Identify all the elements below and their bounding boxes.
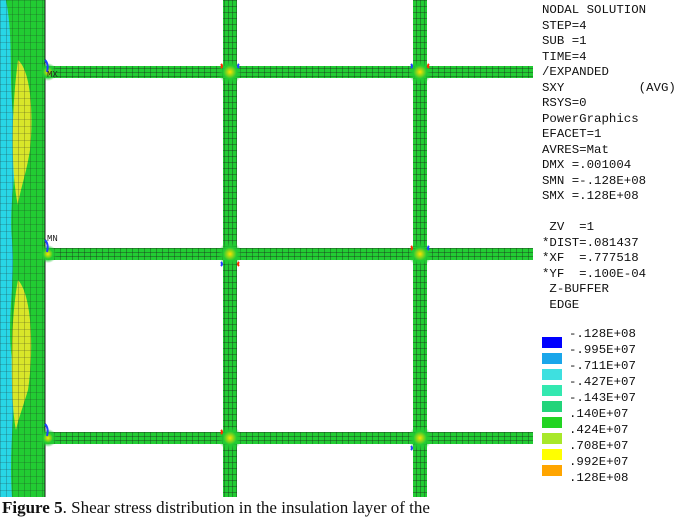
legend-value: -.128E+08 [569, 327, 636, 341]
info-line: SXY (AVG) [542, 80, 676, 95]
info-line: TIME=4 [542, 49, 587, 64]
legend-entry: .992E+07 [542, 449, 678, 469]
legend-entry: -.711E+07 [542, 353, 678, 373]
info-line: EFACET=1 [542, 127, 602, 141]
view-line: *YF =.100E-04 [542, 266, 647, 281]
legend-swatch [542, 433, 562, 444]
info-line: SUB =1 [542, 34, 587, 48]
legend-value: .424E+07 [569, 423, 629, 437]
info-line: NODAL SOLUTION [542, 3, 647, 17]
legend-swatch [542, 401, 562, 412]
info-line: DMX =.001004 [542, 158, 632, 172]
legend-swatch [542, 417, 562, 428]
legend-entry: .708E+07 [542, 433, 678, 453]
horizontal-bars [45, 66, 533, 444]
view-line: EDGE [542, 297, 580, 312]
legend-entry: .140E+07 [542, 401, 678, 421]
info-line: SMX =.128E+08 [542, 189, 639, 203]
left-insulation-strip [0, 0, 46, 497]
legend-value: -.427E+07 [569, 375, 636, 389]
legend-value: -.143E+07 [569, 391, 636, 405]
view-line: *DIST=.081437 [542, 235, 639, 250]
legend-swatch [542, 465, 562, 476]
legend-value: .708E+07 [569, 439, 629, 453]
legend-value: -.711E+07 [569, 359, 636, 373]
mx-label: MX [47, 70, 58, 80]
legend-value: -.995E+07 [569, 343, 636, 357]
legend-swatch [542, 385, 562, 396]
legend-swatch [542, 449, 562, 460]
figure-label: Figure 5 [2, 498, 63, 517]
legend-entry: -.995E+07 [542, 337, 678, 357]
mn-label: MN [47, 234, 58, 244]
view-line: ZV =1 [542, 220, 595, 234]
info-line: AVRES=Mat [542, 142, 609, 157]
corner-accents [44, 59, 430, 451]
contour-plot: MX MN [0, 0, 533, 497]
legend-swatch [542, 369, 562, 380]
view-line: *XF =.777518 [542, 251, 639, 265]
info-line: STEP=4 [542, 18, 587, 33]
info-line: SMN =-.128E+08 [542, 173, 647, 188]
legend-entry: -.143E+07 [542, 385, 678, 405]
figure-caption: Figure 5. Shear stress distribution in t… [2, 498, 678, 518]
view-line: Z-BUFFER [542, 282, 609, 296]
legend-swatch [542, 337, 562, 348]
solution-info-panel: NODAL SOLUTION STEP=4 SUB =1 TIME=4 /EXP… [542, 3, 678, 313]
legend-value: .992E+07 [569, 455, 629, 469]
legend-value: .128E+08 [569, 471, 629, 485]
legend-entry: -.427E+07 [542, 369, 678, 389]
caption-text: . Shear stress distribution in the insul… [62, 498, 430, 517]
junction-nodes [39, 60, 432, 450]
legend-value: .140E+07 [569, 407, 629, 421]
legend-entry: .128E+08 [542, 465, 678, 485]
info-line: RSYS=0 [542, 96, 587, 110]
legend-entry: -.128E+08 [542, 327, 678, 341]
legend-entry: .424E+07 [542, 417, 678, 437]
info-line: PowerGraphics [542, 111, 639, 126]
legend-swatch [542, 353, 562, 364]
info-line: /EXPANDED [542, 65, 609, 79]
